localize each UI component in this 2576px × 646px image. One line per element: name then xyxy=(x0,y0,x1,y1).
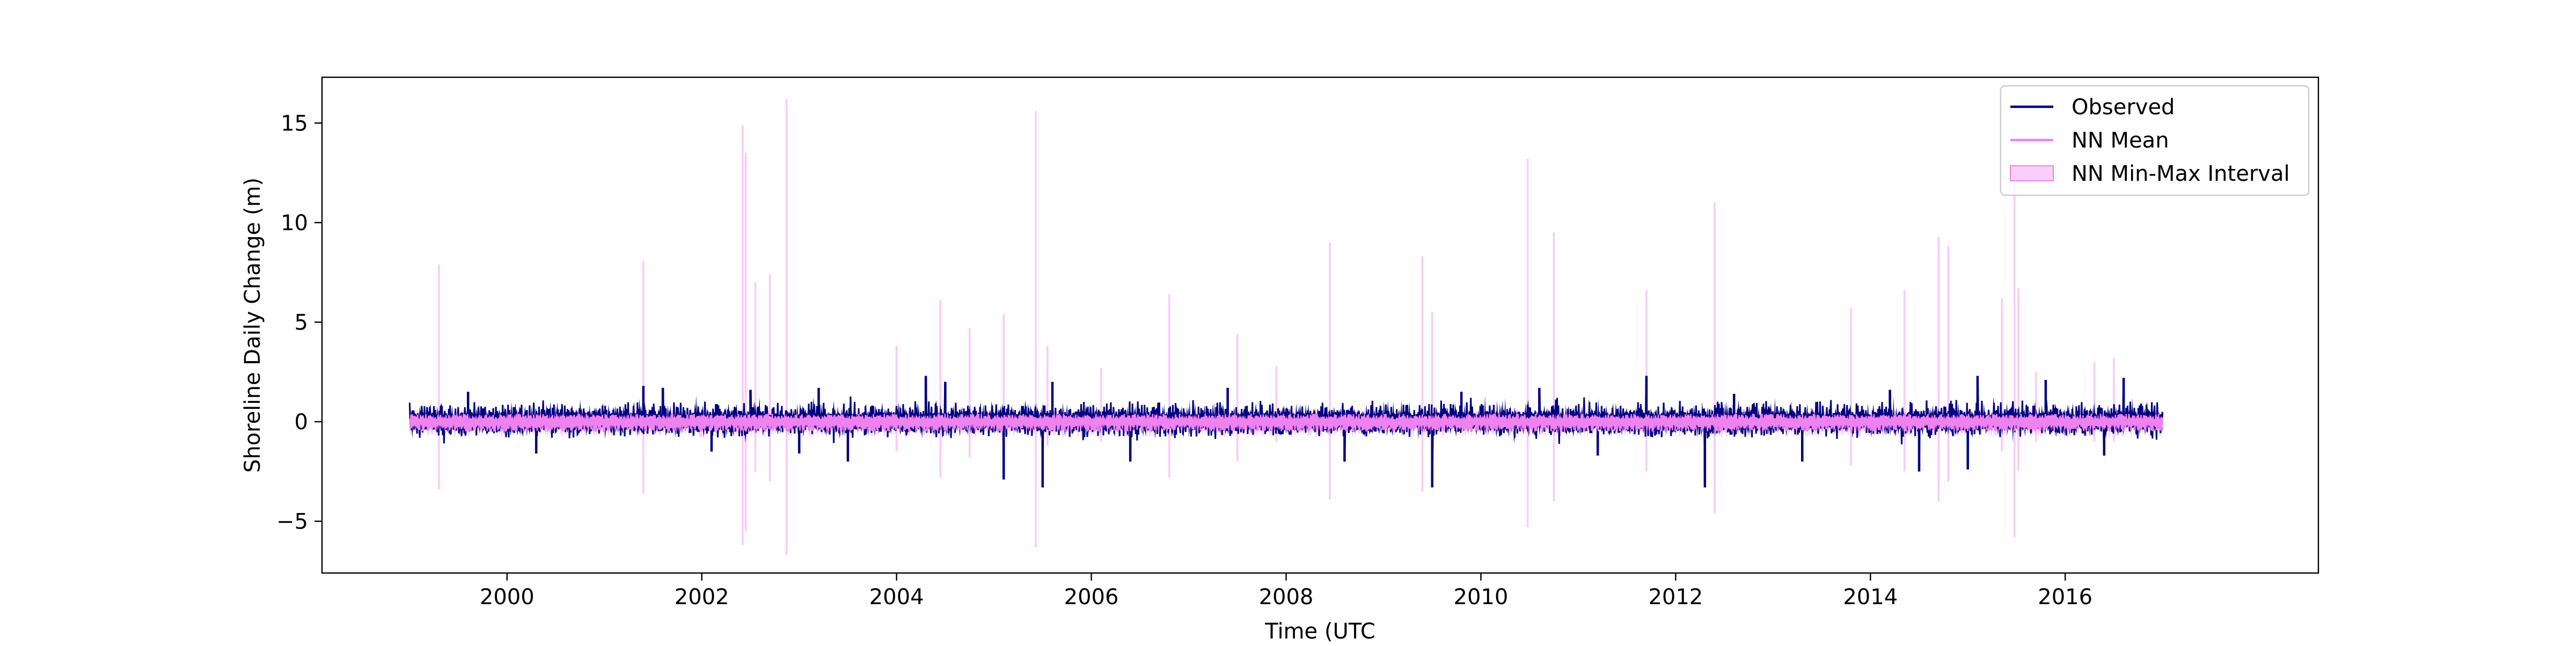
nn-min-max-interval-spike xyxy=(1275,366,1278,442)
x-tick-label: 2016 xyxy=(2038,585,2092,610)
y-tick-label: 5 xyxy=(295,310,308,335)
legend-label-observed: Observed xyxy=(2072,95,2175,120)
nn-min-max-interval-spike xyxy=(1947,246,1950,482)
x-tick-label: 2004 xyxy=(869,585,924,610)
nn-min-max-interval-spike xyxy=(785,99,788,555)
legend-label-nn-mean: NN Mean xyxy=(2072,128,2169,153)
nn-min-max-interval-spike xyxy=(438,264,440,490)
nn-min-max-interval-spike xyxy=(939,300,942,478)
nn-min-max-interval-spike xyxy=(1850,308,1852,466)
nn-min-max-interval-spike xyxy=(2017,288,2019,472)
nn-min-max-interval-spike xyxy=(1329,243,1331,500)
x-tick-label: 2006 xyxy=(1064,585,1119,610)
nn-min-max-interval-spike xyxy=(968,328,971,458)
nn-min-max-interval-spike xyxy=(2113,358,2115,442)
legend-swatch-nn-min-max-interval xyxy=(2010,165,2054,181)
nn-min-max-interval-spike xyxy=(1100,368,1102,442)
x-tick-label: 2000 xyxy=(480,585,535,610)
nn-min-max-interval-spike xyxy=(1904,290,1906,472)
nn-min-max-interval-spike xyxy=(1431,312,1433,462)
nn-min-max-interval-spike xyxy=(1526,159,1529,527)
x-tick-label: 2014 xyxy=(1843,585,1898,610)
legend-frame xyxy=(2000,85,2310,196)
nn-min-max-interval-spike xyxy=(754,282,757,472)
nn-min-max-interval-spike xyxy=(1168,294,1170,478)
plot-area xyxy=(408,99,2164,555)
nn-min-max-interval-spike xyxy=(769,274,771,482)
nn-min-max-interval-spike xyxy=(2001,298,2003,452)
nn-min-max-interval-spike xyxy=(642,260,645,494)
y-tick-label: 15 xyxy=(281,111,308,136)
plot-frame xyxy=(321,76,2319,574)
y-axis-label: Shoreline Daily Change (m) xyxy=(240,178,265,473)
nn-min-max-interval-spike xyxy=(2035,372,2037,442)
x-axis-label: Time (UTC xyxy=(1264,619,1375,644)
nn-min-max-interval-spike xyxy=(742,125,744,546)
nn-min-max-interval-spike xyxy=(1937,236,1940,502)
nn-min-max-interval-spike xyxy=(1046,346,1049,446)
legend: Observed NN Mean NN Min-Max Interval xyxy=(2000,85,2310,196)
nn-min-max-interval-spike xyxy=(1002,314,1005,472)
y-axis: −5 0 5 10 15 xyxy=(276,111,322,534)
nn-mean-line xyxy=(409,414,2163,432)
nn-min-max-interval-spike xyxy=(744,153,747,532)
nn-min-max-interval-spike xyxy=(2014,181,2016,538)
nn-min-max-interval-spike xyxy=(895,346,898,452)
y-tick-label: 10 xyxy=(281,211,308,236)
y-tick-label: −5 xyxy=(276,510,308,534)
nn-min-max-interval-spike xyxy=(1553,232,1555,502)
nn-min-max-interval-spike xyxy=(2093,362,2096,442)
x-axis: 2000 2002 2004 2006 2008 2010 2012 2014 2016 xyxy=(480,573,2092,610)
x-tick-label: 2012 xyxy=(1648,585,1703,610)
x-tick-label: 2002 xyxy=(675,585,729,610)
legend-label-nn-min-max-interval: NN Min-Max Interval xyxy=(2072,162,2290,186)
nn-min-max-interval-spike xyxy=(1035,111,1037,547)
nn-min-max-interval-spike xyxy=(1236,334,1239,462)
nn-mean-series xyxy=(409,414,2163,432)
x-tick-label: 2008 xyxy=(1259,585,1314,610)
x-tick-label: 2010 xyxy=(1454,585,1509,610)
nn-min-max-interval-spike xyxy=(1421,256,1424,491)
nn-min-max-interval-spike xyxy=(1714,202,1716,513)
y-tick-label: 0 xyxy=(295,410,308,435)
